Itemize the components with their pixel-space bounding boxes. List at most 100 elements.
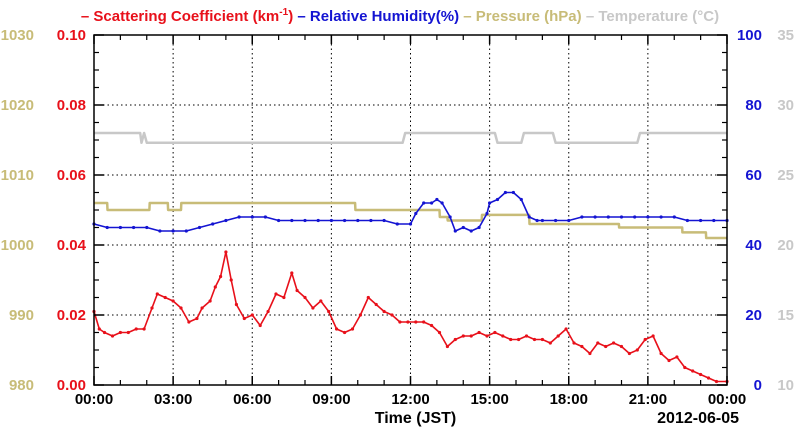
- humidity-point: [211, 222, 215, 226]
- scattering-point: [234, 302, 238, 307]
- scattering-point: [142, 327, 146, 331]
- legend: – Scattering Coefficient (km-1) – Relati…: [81, 7, 719, 25]
- scattering-point: [659, 351, 663, 356]
- scattering-axis-tick-label: 0.04: [57, 237, 87, 254]
- scattering-point: [350, 327, 355, 331]
- scattering-point: [163, 295, 167, 300]
- humidity-point: [606, 215, 610, 219]
- scattering-point: [213, 285, 217, 289]
- scattering-point: [493, 330, 497, 335]
- humidity-series-line: [93, 191, 727, 232]
- scattering-point: [532, 337, 537, 342]
- scattering-point: [208, 299, 212, 303]
- scattering-point: [619, 344, 624, 349]
- humidity-point: [118, 225, 122, 230]
- series-layer: [92, 131, 729, 384]
- humidity-point: [633, 215, 637, 219]
- grid-layer: [94, 35, 727, 385]
- humidity-axis-tick-label: 100: [737, 27, 762, 44]
- pressure-axis-tick-label: 1030: [1, 27, 34, 44]
- scattering-point: [667, 358, 671, 363]
- scattering-point: [219, 274, 223, 279]
- scattering-point: [651, 334, 655, 338]
- humidity-point: [303, 218, 307, 223]
- humidity-point: [535, 218, 539, 223]
- legend-label-humidity: Relative Humidity(%): [310, 8, 459, 25]
- scattering-point: [303, 295, 307, 300]
- humidity-point: [356, 218, 360, 223]
- humidity-point: [145, 225, 149, 230]
- scattering-axis-tick-label: 0.06: [57, 167, 86, 184]
- scattering-point: [102, 330, 107, 335]
- humidity-point: [511, 190, 515, 195]
- humidity-point: [527, 215, 531, 219]
- temperature-axis-tick-label: 10: [777, 377, 794, 394]
- scattering-point: [179, 306, 183, 310]
- scattering-point: [706, 376, 711, 380]
- humidity-axis-tick-label: 40: [745, 237, 762, 254]
- humidity-point: [430, 201, 434, 205]
- scattering-point: [540, 337, 545, 342]
- x-tick-label: 15:00: [470, 391, 508, 408]
- humidity-point: [422, 201, 426, 205]
- x-tick-label: 06:00: [233, 391, 271, 408]
- scattering-point: [461, 334, 465, 338]
- scattering-point: [548, 341, 552, 345]
- scattering-point: [295, 288, 299, 293]
- scattering-point: [282, 295, 286, 300]
- scattering-point: [509, 337, 513, 342]
- humidity-axis-tick-label: 20: [745, 307, 762, 324]
- humidity-point: [448, 215, 452, 219]
- humidity-point: [158, 229, 162, 233]
- humidity-point: [105, 225, 109, 230]
- scattering-point: [118, 330, 122, 335]
- scattering-point: [200, 306, 204, 310]
- x-tick-label: 09:00: [312, 391, 350, 408]
- legend-label-pressure: Pressure (hPa): [476, 8, 582, 25]
- temperature-axis-tick-label: 25: [777, 167, 794, 184]
- x-axis-title: Time (JST): [375, 410, 457, 427]
- x-tick-label: 18:00: [550, 391, 588, 408]
- humidity-point: [580, 215, 584, 219]
- scattering-point: [596, 341, 600, 345]
- scattering-point: [224, 250, 228, 254]
- scattering-point: [335, 327, 339, 331]
- scattering-point: [343, 330, 347, 335]
- legend-label-scattering: Scattering Coefficient (km: [93, 8, 279, 25]
- humidity-point: [408, 222, 413, 226]
- temperature-axis-tick-label: 15: [777, 307, 794, 324]
- scattering-point: [258, 323, 262, 328]
- humidity-point: [659, 215, 663, 219]
- humidity-point: [369, 218, 373, 223]
- humidity-point: [540, 218, 545, 223]
- humidity-point: [435, 197, 439, 202]
- scattering-point: [134, 327, 138, 331]
- humidity-point: [263, 215, 267, 219]
- scattering-point: [445, 344, 449, 349]
- scattering-point: [643, 337, 647, 342]
- humidity-point: [250, 215, 254, 219]
- scattering-axis-tick-label: 0.10: [57, 27, 86, 44]
- scattering-point: [358, 313, 362, 317]
- x-tick-label: 21:00: [629, 391, 667, 408]
- scattering-point: [699, 372, 703, 377]
- scattering-point: [627, 351, 632, 356]
- legend-dash-scattering: –: [81, 8, 94, 25]
- humidity-point: [619, 215, 624, 219]
- humidity-point: [699, 218, 703, 223]
- humidity-point: [224, 218, 228, 223]
- scattering-point: [110, 334, 115, 338]
- x-tick-label: 03:00: [154, 391, 192, 408]
- humidity-point: [567, 218, 571, 223]
- scattering-point: [319, 299, 323, 303]
- humidity-point: [277, 218, 281, 223]
- scattering-point: [195, 316, 199, 321]
- humidity-point: [554, 218, 558, 223]
- scattering-point: [477, 330, 481, 335]
- scattering-point: [422, 320, 426, 324]
- humidity-point: [495, 197, 500, 202]
- humidity-point: [519, 197, 523, 202]
- humidity-point: [290, 218, 294, 223]
- scattering-point: [266, 309, 270, 314]
